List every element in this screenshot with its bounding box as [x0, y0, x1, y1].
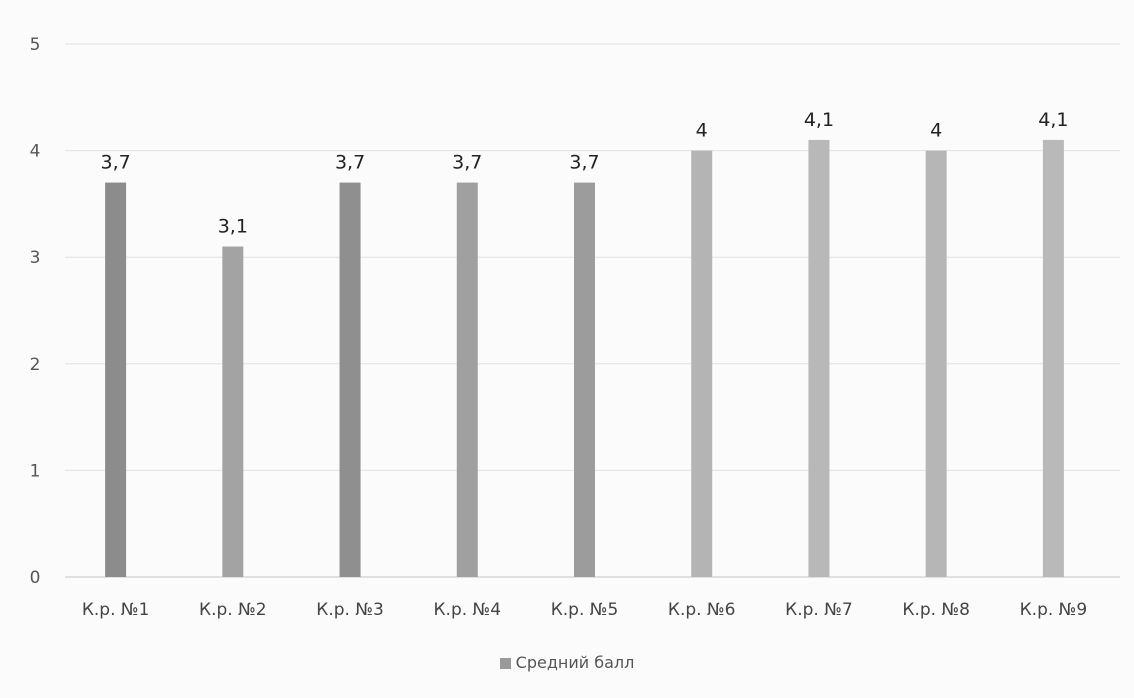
bar: [574, 182, 595, 577]
y-tick-label: 4: [30, 142, 41, 162]
category-label: К.р. №5: [551, 600, 619, 620]
y-tick-label: 3: [30, 248, 41, 268]
data-label: 3,7: [335, 152, 365, 174]
category-label: К.р. №4: [433, 600, 501, 620]
y-tick-label: 2: [30, 355, 41, 375]
bar-chart: 0 1 2 3 4 5 3,7 К.р. №1 3,1 К.р. №2 3,7 К.р. №3 3,7 К…: [30, 35, 1120, 620]
bar: [222, 246, 244, 578]
category-label: К.р. №8: [902, 600, 970, 620]
category-label: К.р. №9: [1020, 600, 1088, 620]
bar: [339, 182, 361, 577]
category-label: К.р. №7: [785, 600, 853, 620]
data-label: 4: [696, 120, 708, 142]
y-tick-label: 0: [30, 568, 41, 588]
data-label: 3,7: [452, 152, 482, 174]
data-label: 4,1: [804, 109, 834, 131]
bar: [925, 150, 947, 577]
y-tick-label: 1: [30, 461, 41, 481]
legend-swatch: [499, 658, 511, 669]
bar: [456, 182, 478, 577]
bar: [808, 139, 830, 577]
data-label: 3,7: [569, 152, 599, 174]
bar: [1042, 139, 1064, 577]
category-label: К.р. №1: [82, 600, 150, 620]
data-label: 4,1: [1038, 109, 1068, 131]
data-label: 4: [930, 120, 942, 142]
category-label: К.р. №2: [199, 600, 267, 620]
bar: [691, 150, 713, 577]
legend: Средний балл: [0, 653, 1134, 672]
y-tick-label: 5: [30, 35, 41, 55]
bar: [105, 182, 127, 577]
data-label: 3,1: [218, 216, 248, 238]
category-label: К.р. №3: [316, 600, 384, 620]
data-label: 3,7: [101, 152, 131, 174]
legend-label: Средний балл: [515, 653, 635, 672]
category-label: К.р. №6: [668, 600, 736, 620]
